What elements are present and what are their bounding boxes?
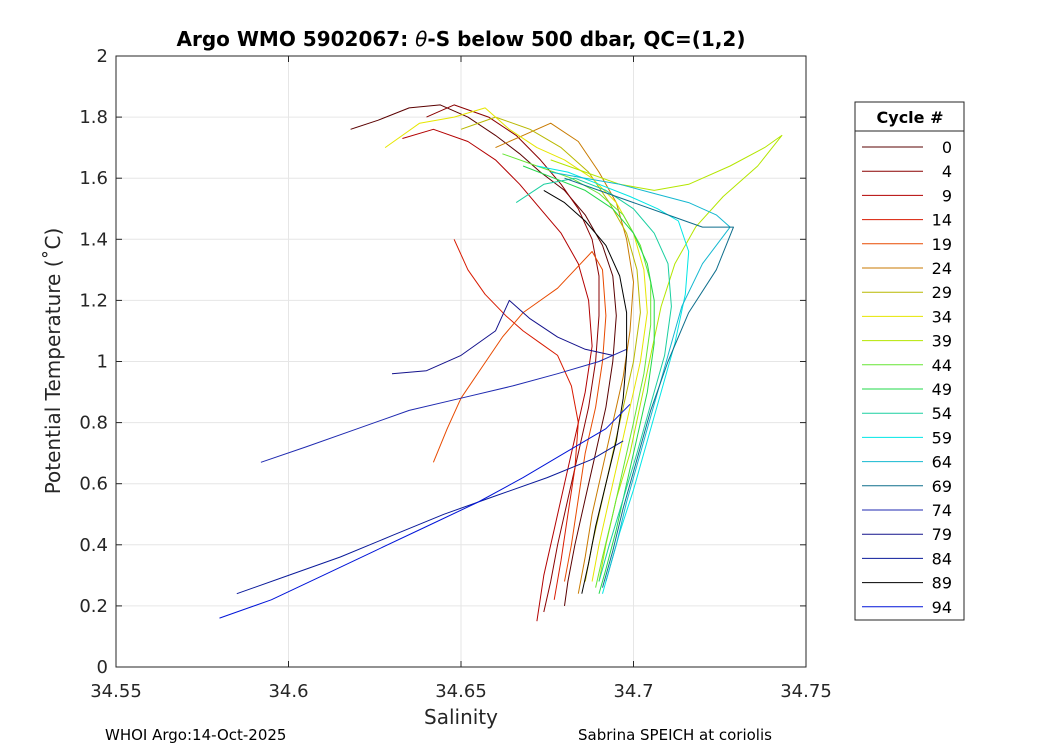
tick-label-group: 34.55 34.6 34.65 34.7 34.75 0 0.2 0.4 0.6 0.8 1 1.2… bbox=[79, 46, 831, 702]
x-tick-label: 34.75 bbox=[780, 681, 832, 702]
legend-label: 34 bbox=[932, 307, 952, 326]
legend-label: 94 bbox=[932, 598, 952, 617]
legend-label: 44 bbox=[932, 356, 952, 375]
y-tick-label: 0.8 bbox=[79, 413, 108, 434]
legend-title: Cycle # bbox=[877, 108, 944, 127]
series-line-cycle-44 bbox=[502, 153, 652, 588]
x-tick-label: 34.65 bbox=[435, 681, 487, 702]
legend-item-cycle-34: 34 bbox=[862, 307, 952, 326]
grid bbox=[115, 55, 807, 668]
legend-label: 84 bbox=[932, 549, 952, 568]
y-tick-label: 0 bbox=[97, 657, 108, 678]
legend-item-cycle-74: 74 bbox=[862, 501, 952, 520]
legend-item-cycle-84: 84 bbox=[862, 549, 952, 568]
legend-item-cycle-44: 44 bbox=[862, 356, 952, 375]
legend-label: 14 bbox=[932, 211, 952, 230]
x-tick-label: 34.55 bbox=[90, 681, 142, 702]
legend-item-cycle-29: 29 bbox=[862, 283, 952, 302]
y-tick-label: 0.2 bbox=[79, 596, 108, 617]
legend-item-cycle-49: 49 bbox=[862, 380, 952, 399]
series-line-cycle-74 bbox=[260, 348, 627, 463]
legend-label: 39 bbox=[932, 332, 952, 351]
series-line-cycle-84 bbox=[236, 440, 624, 595]
footer-credit-left: WHOI Argo:14-Oct-2025 bbox=[105, 726, 287, 744]
y-axis-label: Potential Temperature (˚C) bbox=[41, 228, 65, 495]
legend-item-cycle-64: 64 bbox=[862, 453, 952, 472]
footer-credit-right: Sabrina SPEICH at coriolis bbox=[578, 726, 772, 744]
y-tick-label: 1 bbox=[97, 352, 108, 373]
series-line-cycle-49 bbox=[522, 165, 655, 594]
legend-item-cycle-89: 89 bbox=[862, 574, 952, 593]
series-line-cycle-4 bbox=[426, 104, 600, 613]
series-line-cycle-0 bbox=[350, 104, 617, 606]
y-tick-label: 1.4 bbox=[79, 229, 108, 250]
legend-item-cycle-39: 39 bbox=[862, 332, 952, 351]
series-line-cycle-64 bbox=[550, 171, 731, 582]
legend-item-cycle-69: 69 bbox=[862, 477, 952, 496]
series-line-cycle-94 bbox=[219, 403, 631, 619]
legend-label: 74 bbox=[932, 501, 952, 520]
legend-item-cycle-94: 94 bbox=[862, 598, 952, 617]
legend-label: 79 bbox=[932, 525, 952, 544]
series-group bbox=[219, 104, 783, 622]
legend-label: 49 bbox=[932, 380, 952, 399]
legend-item-cycle-79: 79 bbox=[862, 525, 952, 544]
legend-label: 64 bbox=[932, 453, 952, 472]
series-line-cycle-89 bbox=[543, 189, 628, 594]
x-tick-label: 34.7 bbox=[613, 681, 653, 702]
y-tick-label: 1.2 bbox=[79, 290, 108, 311]
legend-label: 29 bbox=[932, 283, 952, 302]
tick-group bbox=[115, 55, 807, 668]
legend-item-cycle-54: 54 bbox=[862, 404, 952, 423]
legend-item-cycle-19: 19 bbox=[862, 235, 952, 254]
series-line-cycle-59 bbox=[536, 165, 690, 594]
series-line-cycle-14 bbox=[453, 239, 579, 600]
legend-item-cycle-14: 14 bbox=[862, 211, 952, 230]
y-tick-label: 2 bbox=[97, 46, 108, 67]
x-axis-label: Salinity bbox=[424, 705, 498, 729]
legend-item-cycle-0: 0 bbox=[862, 138, 952, 157]
legend-item-cycle-4: 4 bbox=[862, 162, 952, 181]
chart-title: Argo WMO 5902067: θ-S below 500 dbar, QC… bbox=[177, 27, 746, 51]
series-line-cycle-79 bbox=[391, 299, 613, 375]
legend-label: 4 bbox=[942, 162, 952, 181]
legend-item-cycle-24: 24 bbox=[862, 259, 952, 278]
y-tick-label: 1.8 bbox=[79, 107, 108, 128]
legend-box bbox=[854, 101, 965, 621]
y-tick-label: 0.4 bbox=[79, 535, 108, 556]
x-tick-label: 34.6 bbox=[268, 681, 308, 702]
series-line-cycle-24 bbox=[495, 122, 634, 594]
legend-label: 19 bbox=[932, 235, 952, 254]
legend-label: 89 bbox=[932, 574, 952, 593]
legend: Cycle # 04914192429343944495459646974798… bbox=[854, 101, 965, 621]
series-line-cycle-54 bbox=[515, 177, 672, 582]
legend-label: 24 bbox=[932, 259, 952, 278]
series-line-cycle-19 bbox=[432, 251, 607, 582]
legend-label: 9 bbox=[942, 186, 952, 205]
y-tick-label: 1.6 bbox=[79, 168, 108, 189]
legend-label: 0 bbox=[942, 138, 952, 157]
legend-label: 69 bbox=[932, 477, 952, 496]
legend-item-cycle-9: 9 bbox=[862, 186, 952, 205]
series-line-cycle-69 bbox=[564, 177, 734, 588]
series-line-cycle-9 bbox=[402, 128, 593, 622]
y-tick-label: 0.6 bbox=[79, 474, 108, 495]
legend-item-cycle-59: 59 bbox=[862, 428, 952, 447]
legend-label: 54 bbox=[932, 404, 952, 423]
legend-label: 59 bbox=[932, 428, 952, 447]
series-line-cycle-39 bbox=[550, 134, 783, 582]
